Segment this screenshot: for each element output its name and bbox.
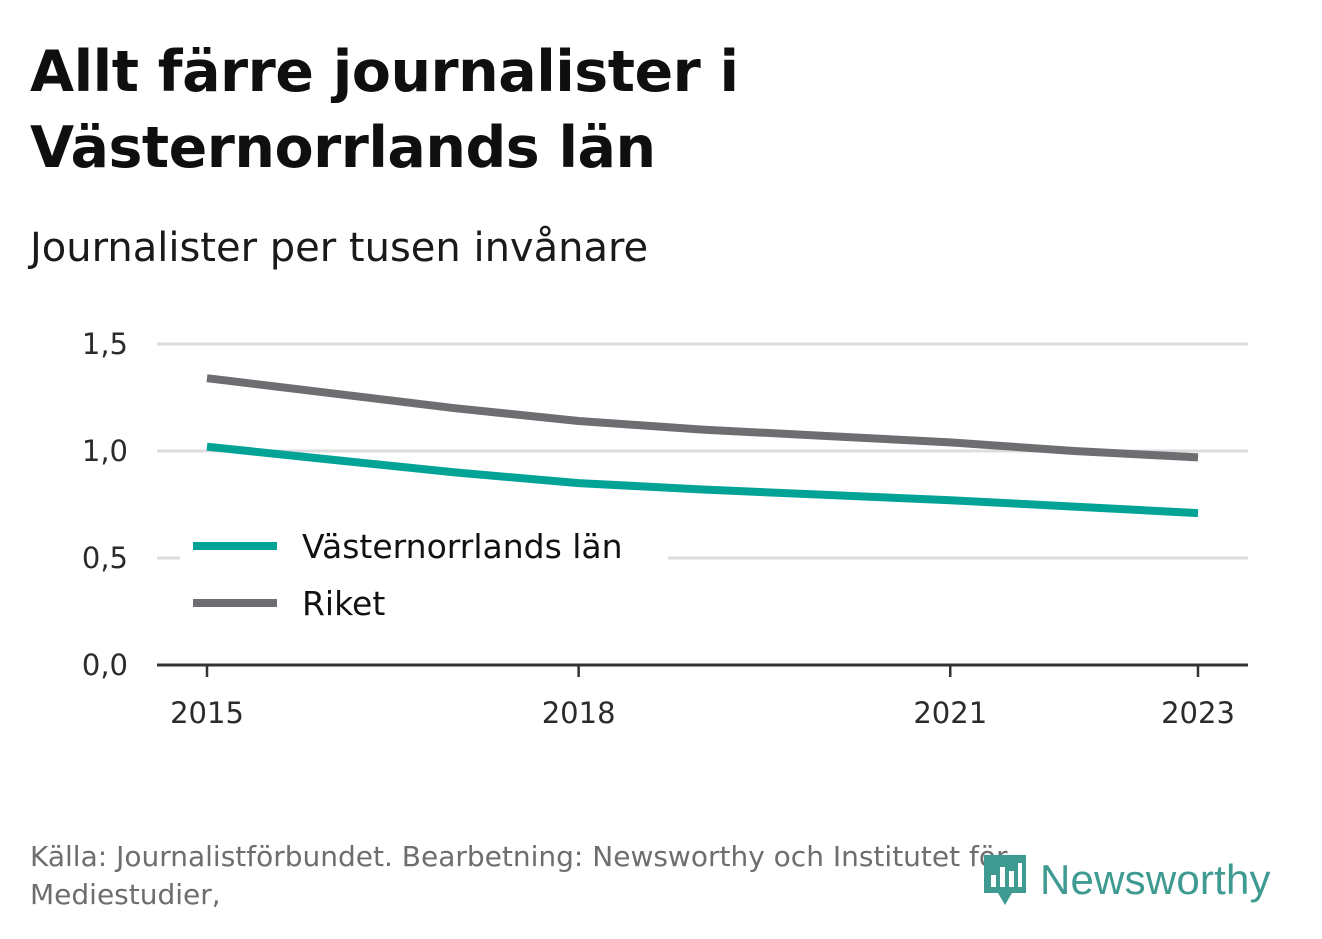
x-tick-label: 2018 xyxy=(542,696,616,730)
logo-text: Newsworthy xyxy=(1040,856,1271,903)
legend-background xyxy=(180,516,668,640)
newsworthy-logo: Newsworthy xyxy=(980,850,1271,910)
x-tick-label: 2023 xyxy=(1161,696,1235,730)
series-line-1 xyxy=(206,374,1199,462)
series-line-0 xyxy=(206,442,1199,518)
chart-title: Allt färre journalister i Västernorrland… xyxy=(30,39,739,181)
legend-label: Riket xyxy=(302,584,385,623)
x-tick-label: 2015 xyxy=(170,696,244,730)
y-tick-label: 1,0 xyxy=(82,434,128,468)
y-tick-label: 1,5 xyxy=(82,327,128,361)
source-note: Källa: Journalistförbundet. Bearbetning:… xyxy=(30,840,1008,911)
line-chart: 0,0 0,5 1,0 1,5 2015 2018 2021 2023 Västernorr… xyxy=(82,327,1248,730)
y-axis-ticks: 0,0 0,5 1,0 1,5 xyxy=(82,327,128,682)
chart-subtitle: Journalister per tusen invånare xyxy=(30,225,649,271)
newsworthy-logo-icon xyxy=(984,855,1026,905)
legend: Västernorrlands län Riket xyxy=(180,516,668,640)
x-axis-ticks: 2015 2018 2021 2023 xyxy=(170,665,1235,730)
y-tick-label: 0,0 xyxy=(82,648,128,682)
y-tick-label: 0,5 xyxy=(82,541,128,575)
x-tick-label: 2021 xyxy=(913,696,987,730)
series-lines xyxy=(206,374,1199,518)
legend-label: Västernorrlands län xyxy=(302,527,623,566)
